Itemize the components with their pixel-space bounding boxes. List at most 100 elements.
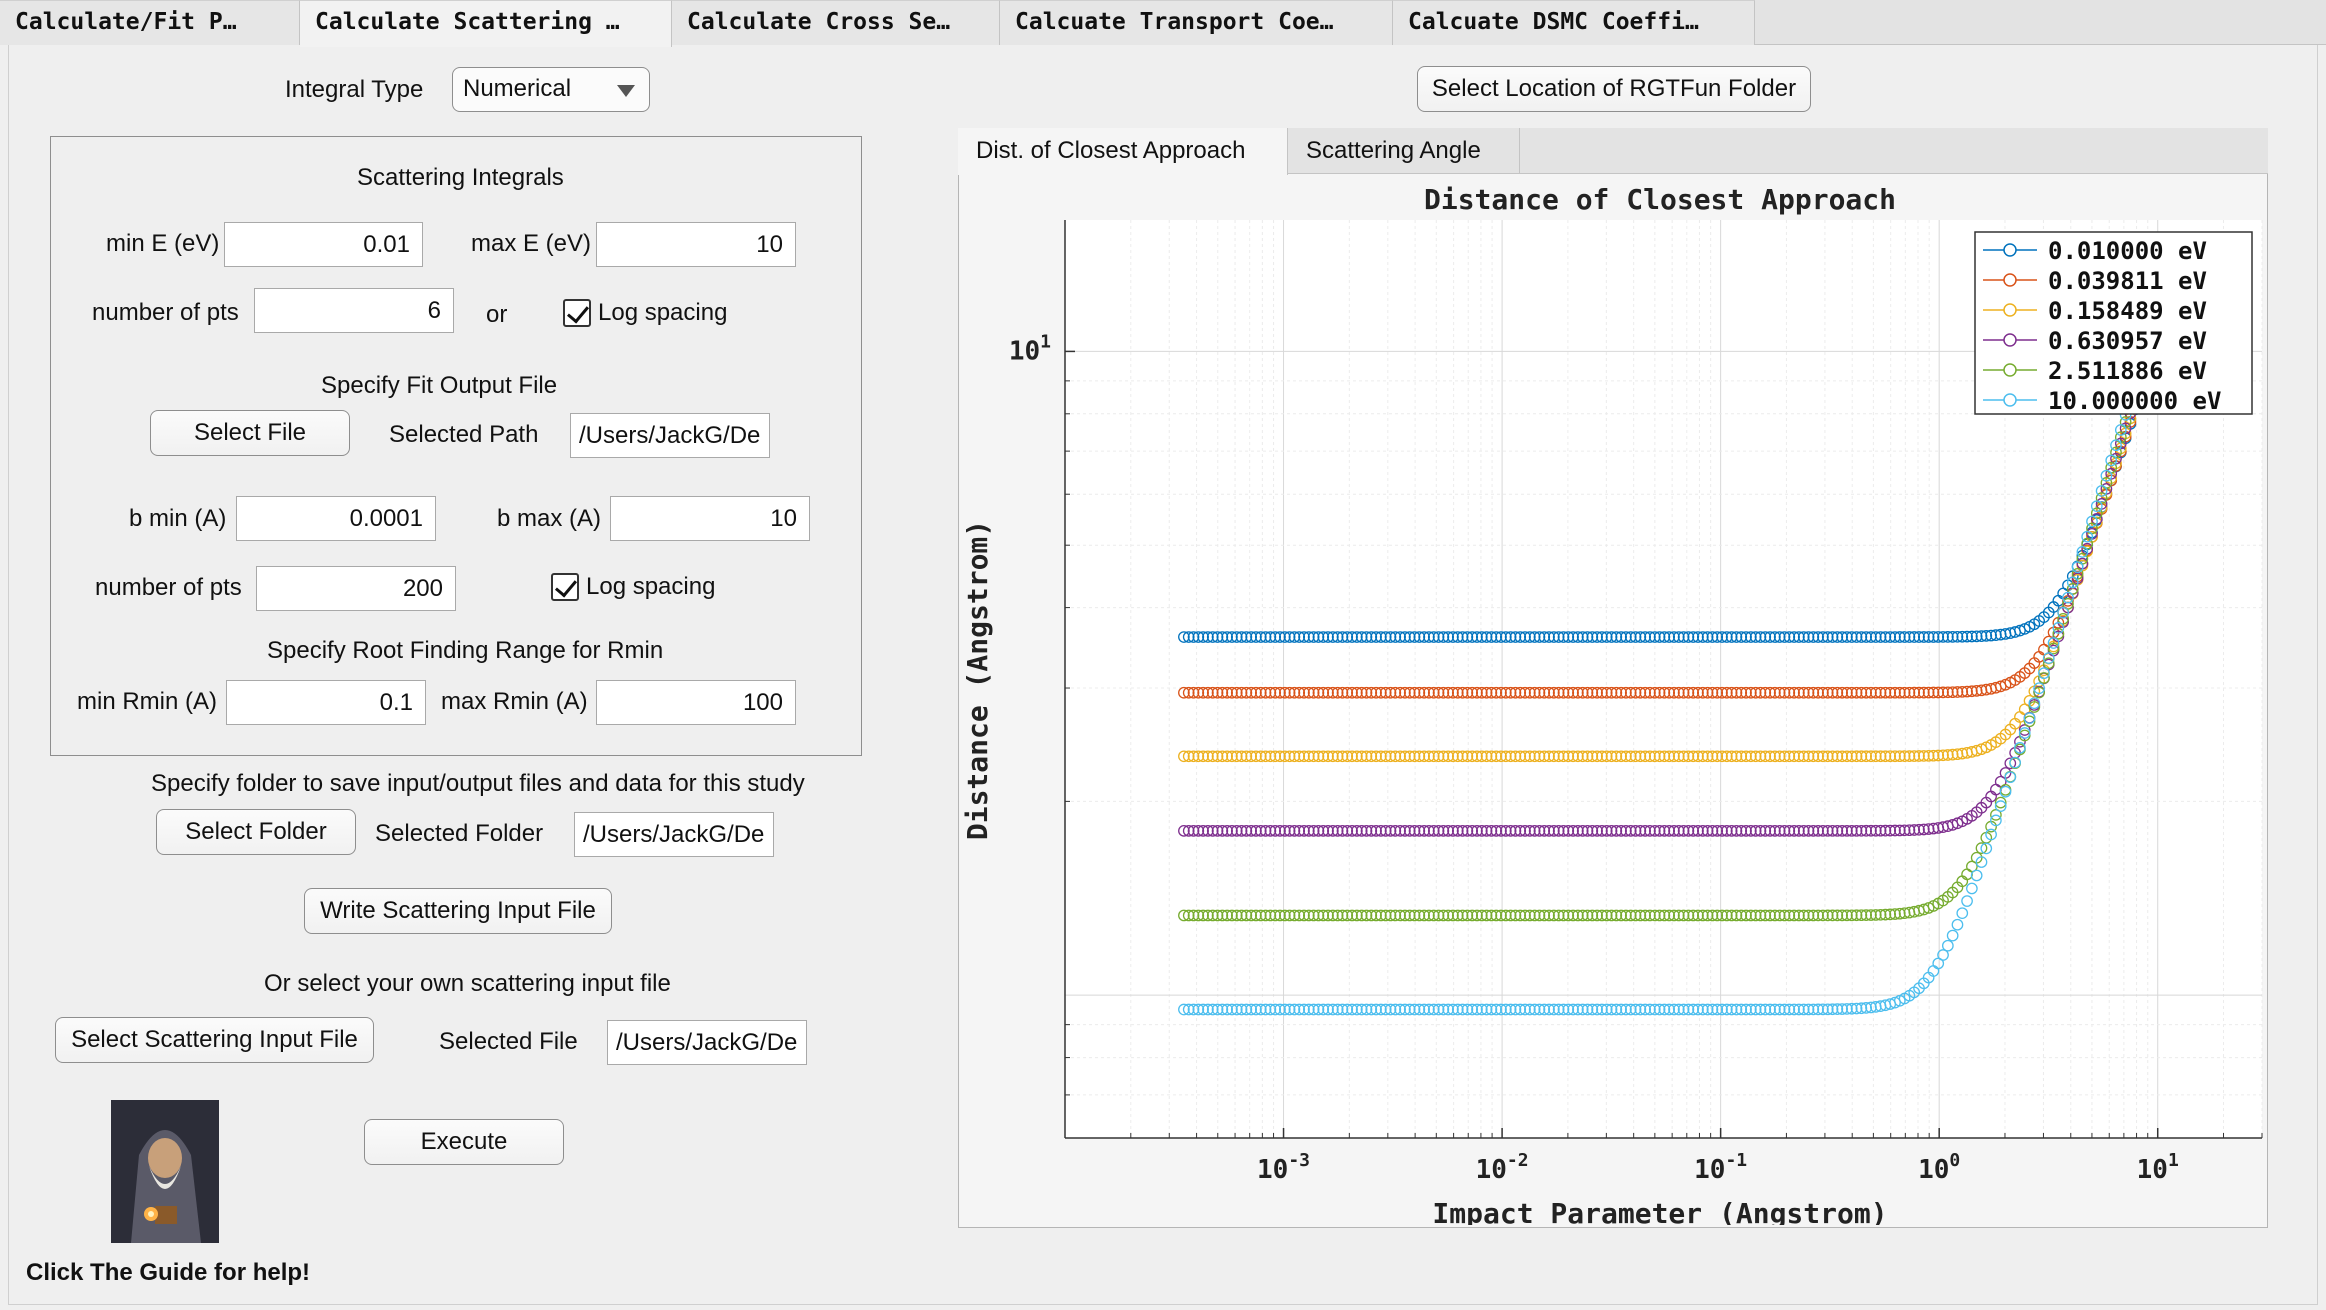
series-point (1379, 631, 1392, 643)
series-point (1533, 824, 1546, 837)
select-scattering-input-button[interactable]: Select Scattering Input File (55, 1017, 374, 1063)
series-point (1812, 686, 1824, 699)
series-point (1370, 909, 1382, 922)
write-scattering-input-button[interactable]: Write Scattering Input File (304, 888, 612, 934)
series-point (1264, 824, 1277, 837)
series-point (1389, 824, 1402, 837)
series-point (1596, 686, 1608, 699)
series-point (1504, 686, 1517, 699)
series-point (1264, 750, 1277, 763)
series-point (1696, 631, 1709, 643)
selected-folder-field[interactable]: /Users/JackG/De (574, 812, 774, 857)
series-point (1202, 824, 1214, 837)
series-point (1663, 909, 1676, 922)
b-min-field[interactable]: 0.0001 (236, 496, 436, 541)
series-point (1408, 631, 1421, 643)
series-point (1240, 750, 1253, 763)
min-rmin-field[interactable]: 0.1 (226, 680, 426, 725)
series-point (1326, 1003, 1339, 1016)
guide-avatar-button[interactable] (111, 1100, 219, 1243)
series-point (1490, 631, 1503, 643)
series-point (1519, 1003, 1531, 1016)
select-rgtfun-folder-button[interactable]: Select Location of RGTFun Folder (1417, 66, 1811, 112)
selected-file-field[interactable]: /Users/JackG/De (607, 1020, 807, 1065)
selected-path-field[interactable]: /Users/JackG/De (570, 413, 770, 458)
series-point (1893, 907, 1906, 920)
series-point (2095, 485, 2108, 497)
tab-dist-closest-approach[interactable]: Dist. of Closest Approach (958, 128, 1288, 175)
log-spacing-2-checkbox[interactable] (551, 573, 579, 601)
series-point (1600, 686, 1613, 699)
series-point (1817, 686, 1829, 699)
series-point (2086, 515, 2098, 528)
series-point (1274, 750, 1286, 763)
series-point (1480, 686, 1493, 699)
min-e-field[interactable]: 0.01 (224, 222, 423, 267)
series-point (1331, 1003, 1344, 1016)
select-file-button[interactable]: Select File (150, 410, 350, 456)
tab-calculate-dsmc[interactable]: Calcuate DSMC Coeffi… (1393, 0, 1755, 45)
series-point (1384, 1003, 1397, 1016)
series-point (1365, 631, 1378, 643)
max-e-field[interactable]: 10 (596, 222, 796, 267)
series-point (1576, 750, 1589, 763)
series-point (1653, 686, 1666, 699)
execute-button[interactable]: Execute (364, 1119, 564, 1165)
series-point (1576, 686, 1589, 699)
series-point (1259, 1003, 1272, 1016)
series-point (1490, 824, 1503, 837)
series-point (1245, 824, 1258, 837)
plot-tab-strip: Dist. of Closest Approach Scattering Ang… (958, 128, 2268, 175)
series-point (1740, 750, 1752, 763)
number-of-pts-2-field[interactable]: 200 (256, 566, 456, 611)
max-rmin-field[interactable]: 100 (596, 680, 796, 725)
series-point (1687, 909, 1700, 922)
series-point (1600, 1003, 1613, 1016)
series-point (1341, 750, 1354, 763)
series-point (1917, 631, 1930, 643)
series-point (1509, 686, 1522, 699)
series-point (1581, 631, 1594, 643)
series-point (1312, 750, 1325, 763)
series-point (1610, 750, 1623, 763)
series-point (1740, 1003, 1752, 1016)
series-point (1499, 1003, 1512, 1016)
series-point (1682, 750, 1695, 763)
series-point (1206, 1003, 1219, 1016)
series-point (1826, 686, 1839, 699)
series-point (1706, 1003, 1719, 1016)
series-point (2047, 637, 2060, 649)
series-point (1427, 750, 1440, 763)
series-point (1754, 631, 1767, 643)
series-point (1504, 750, 1517, 763)
series-point (1471, 909, 1483, 922)
series-point (1528, 750, 1541, 763)
series-point (1581, 824, 1594, 837)
integral-type-dropdown[interactable]: Numerical (452, 67, 650, 112)
series-point (1346, 909, 1358, 922)
series-point (1802, 750, 1815, 763)
series-point (1600, 824, 1613, 837)
tab-calculate-fit[interactable]: Calculate/Fit P… (0, 0, 300, 45)
series-point (1586, 824, 1599, 837)
series-point (1307, 686, 1320, 699)
log-spacing-checkbox[interactable] (563, 299, 591, 327)
series-point (1523, 750, 1536, 763)
select-folder-button[interactable]: Select Folder (156, 809, 356, 855)
series-point (1759, 686, 1772, 699)
number-of-pts-field[interactable]: 6 (254, 288, 454, 333)
series-point (1331, 631, 1344, 643)
series-point (1312, 686, 1325, 699)
tab-calculate-cross-section[interactable]: Calculate Cross Se… (672, 0, 1000, 45)
series-point (1682, 686, 1695, 699)
series-point (1749, 909, 1762, 922)
series-point (1461, 1003, 1474, 1016)
series-point (1499, 909, 1512, 922)
b-max-field[interactable]: 10 (610, 496, 810, 541)
tab-calculate-scattering[interactable]: Calculate Scattering … (300, 0, 672, 47)
tab-calculate-transport[interactable]: Calcuate Transport Coe… (1000, 0, 1393, 45)
series-point (1658, 750, 1671, 763)
tab-scattering-angle[interactable]: Scattering Angle (1288, 128, 1520, 174)
series-point (1754, 750, 1767, 763)
series-point (1572, 750, 1584, 763)
